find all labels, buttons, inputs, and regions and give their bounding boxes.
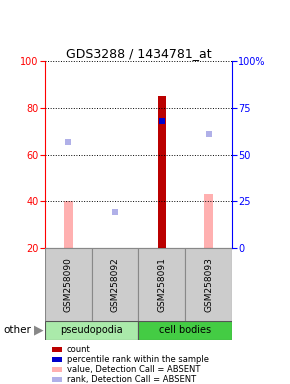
Text: GSM258092: GSM258092 xyxy=(110,257,119,311)
Bar xyxy=(45,321,139,340)
Text: GSM258090: GSM258090 xyxy=(64,257,73,311)
Bar xyxy=(64,201,72,248)
Bar xyxy=(92,248,139,321)
Text: other: other xyxy=(3,325,31,335)
Text: percentile rank within the sample: percentile rank within the sample xyxy=(67,355,209,364)
Bar xyxy=(45,248,92,321)
Bar xyxy=(185,248,232,321)
Bar xyxy=(158,96,166,248)
Text: ▶: ▶ xyxy=(34,324,44,337)
Text: count: count xyxy=(67,345,90,354)
Bar xyxy=(204,194,213,248)
Text: rank, Detection Call = ABSENT: rank, Detection Call = ABSENT xyxy=(67,375,196,384)
Text: value, Detection Call = ABSENT: value, Detection Call = ABSENT xyxy=(67,365,200,374)
Bar xyxy=(139,248,185,321)
Bar xyxy=(52,347,62,352)
Text: GSM258093: GSM258093 xyxy=(204,257,213,311)
Bar xyxy=(52,357,62,362)
Bar xyxy=(52,367,62,372)
Title: GDS3288 / 1434781_at: GDS3288 / 1434781_at xyxy=(66,47,211,60)
Text: cell bodies: cell bodies xyxy=(159,325,211,335)
Text: GSM258091: GSM258091 xyxy=(157,257,166,311)
Text: pseudopodia: pseudopodia xyxy=(60,325,123,335)
Bar xyxy=(52,377,62,382)
Bar xyxy=(139,321,232,340)
